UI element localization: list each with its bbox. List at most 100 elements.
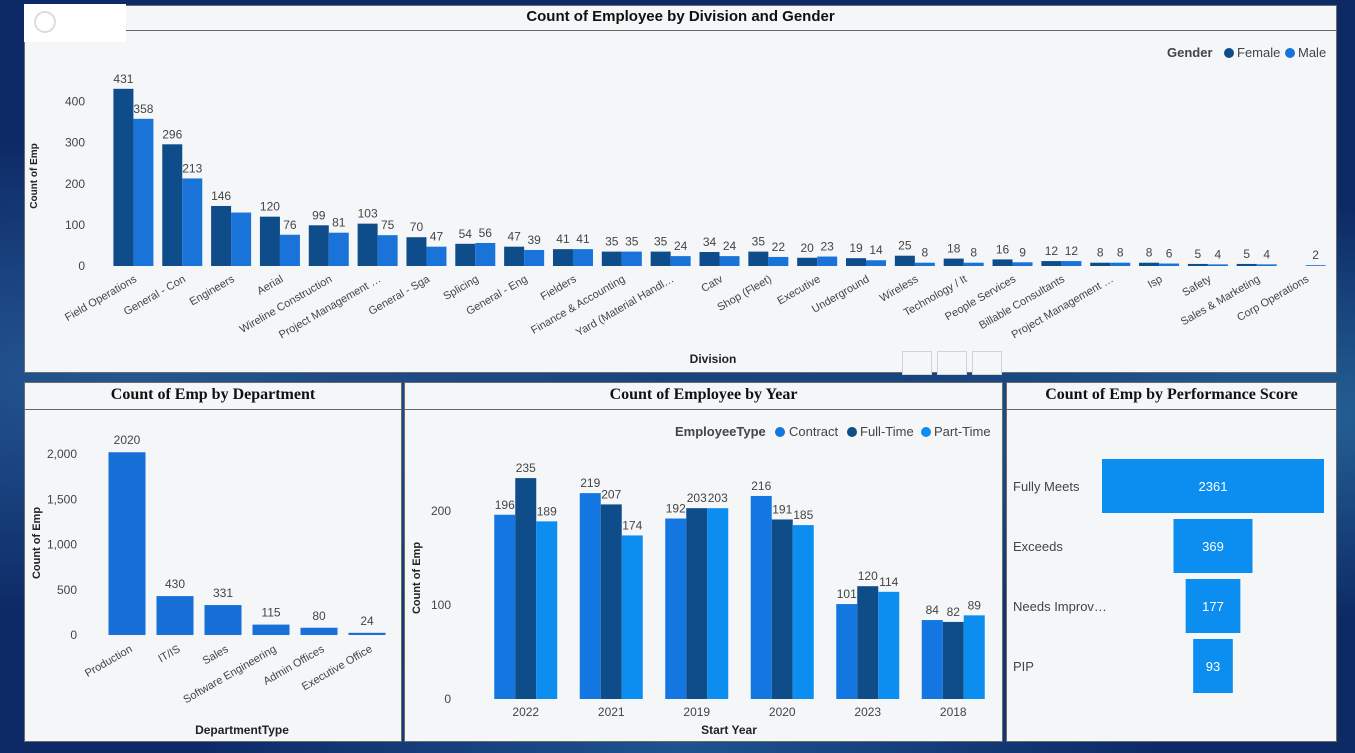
bar-male <box>670 256 691 266</box>
bar-female <box>748 251 769 266</box>
y-axis-label: Count of Emp <box>411 542 423 614</box>
bar-part-time <box>878 591 900 699</box>
legend-label: Male <box>1298 45 1326 60</box>
data-label: 54 <box>459 227 473 241</box>
data-label: 35 <box>605 235 619 249</box>
title-divider <box>405 409 1002 410</box>
data-label: 8 <box>1097 246 1104 260</box>
data-label: 8 <box>922 246 929 260</box>
bar-contract <box>836 604 858 699</box>
data-label: 23 <box>821 240 835 254</box>
division-gender-chart-panel: Count of Employee by Division and Gender… <box>24 5 1337 373</box>
bar-female <box>162 144 183 266</box>
title-divider <box>25 30 1336 31</box>
y-tick-label: 200 <box>431 504 451 518</box>
data-label: 203 <box>687 491 707 505</box>
bar-male <box>133 118 154 266</box>
data-label: 216 <box>751 479 771 493</box>
bar-male <box>768 256 789 266</box>
data-label: 93 <box>1206 659 1220 674</box>
bar-male <box>524 249 545 266</box>
data-label: 24 <box>360 614 374 628</box>
x-tick-label: 2023 <box>854 705 881 719</box>
bar-female <box>1236 263 1257 266</box>
y-tick-label: 100 <box>65 218 85 232</box>
data-label: 146 <box>211 189 231 203</box>
data-label: 213 <box>182 161 202 175</box>
data-label: 296 <box>162 127 182 141</box>
data-label: 192 <box>666 502 686 516</box>
x-tick-label: Sales <box>201 643 231 667</box>
data-label: 115 <box>261 606 280 620</box>
performance-funnel-chart: Fully Meets 2361 Exceeds 369 Needs Improv… 17… <box>1013 459 1324 693</box>
data-label: 207 <box>601 487 621 501</box>
bar-male <box>279 234 300 266</box>
x-axis-label: Division <box>690 352 737 366</box>
data-label: 25 <box>898 239 912 253</box>
chart-title: Count of Emp by Department <box>110 386 316 403</box>
data-label: 24 <box>674 239 688 253</box>
bar-female <box>992 259 1013 266</box>
x-tick-label: Splicing <box>441 273 480 303</box>
y-tick-label: 0 <box>444 692 451 706</box>
x-tick-label: 2019 <box>683 705 710 719</box>
more-options-button[interactable] <box>972 351 1002 375</box>
bar-contract <box>494 514 516 699</box>
bar-female <box>259 216 280 266</box>
bar <box>204 605 242 635</box>
filter-button[interactable] <box>937 351 967 375</box>
x-axis-label: DepartmentType <box>195 723 289 737</box>
bar-male <box>182 178 203 266</box>
x-tick-label: Fielders <box>539 273 579 303</box>
data-label: 41 <box>556 232 570 246</box>
bar-part-time <box>963 615 985 699</box>
data-label: 19 <box>849 241 863 255</box>
data-label: 47 <box>507 230 521 244</box>
focus-mode-button[interactable] <box>902 351 932 375</box>
data-label: 70 <box>410 220 424 234</box>
data-label: 120 <box>260 200 280 214</box>
bar-female <box>699 252 720 266</box>
y-tick-label: 500 <box>57 583 77 597</box>
bar-part-time <box>792 525 814 699</box>
data-label: 18 <box>947 242 961 256</box>
data-label: 2 <box>1312 248 1319 262</box>
bar-male <box>914 262 935 266</box>
data-label: 331 <box>213 586 233 600</box>
x-tick-label: 2018 <box>940 705 967 719</box>
data-label: 189 <box>537 504 557 518</box>
bar-female <box>455 243 476 266</box>
legend-label: Part-Time <box>934 424 991 439</box>
bar-full-time <box>857 586 879 699</box>
y-tick-label: 1,000 <box>47 538 77 552</box>
logo-icon <box>34 11 56 33</box>
data-label: 99 <box>312 208 326 222</box>
funnel-bar <box>1193 639 1233 693</box>
x-tick-label: Engineers <box>188 273 237 308</box>
bar-male <box>1159 263 1180 266</box>
bar-part-time <box>621 535 643 699</box>
bar-female <box>211 205 232 266</box>
bar-full-time <box>942 621 964 699</box>
x-axis-label: Start Year <box>701 723 757 737</box>
bar-female <box>846 258 867 266</box>
bar <box>156 596 194 635</box>
data-label: 89 <box>968 598 982 612</box>
data-label: 14 <box>869 243 883 257</box>
bar-male <box>475 242 496 266</box>
data-label: 41 <box>576 232 590 246</box>
data-label: 34 <box>703 235 717 249</box>
bar <box>348 632 386 635</box>
x-tick-label: Aerial <box>255 273 285 297</box>
data-label: 82 <box>947 605 961 619</box>
bar-male <box>328 232 349 266</box>
legend-label: Female <box>1237 45 1280 60</box>
data-label: 16 <box>996 242 1010 256</box>
legend-marker-contract <box>775 427 785 437</box>
x-tick-label: 2020 <box>769 705 796 719</box>
bar-part-time <box>536 521 558 699</box>
bar <box>252 624 290 635</box>
y-tick-label: 100 <box>431 598 451 612</box>
legend-title: EmployeeType <box>675 424 766 439</box>
